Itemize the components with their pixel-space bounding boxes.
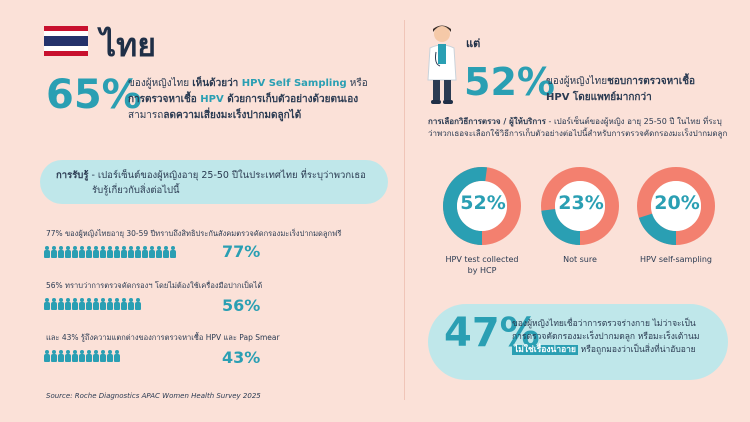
person-icon xyxy=(51,298,57,310)
people-row-77 xyxy=(44,246,176,258)
person-icon xyxy=(121,246,127,258)
person-icon xyxy=(79,246,85,258)
stat-52-value: 52% xyxy=(464,60,555,104)
person-icon xyxy=(114,246,120,258)
person-icon xyxy=(72,246,78,258)
person-icon xyxy=(65,350,71,362)
donut-hcp-label: HPV test collected by HCP xyxy=(445,255,519,275)
person-icon xyxy=(86,246,92,258)
person-icon xyxy=(142,246,148,258)
awareness-title: การรับรู้ xyxy=(56,170,89,181)
stat-77-text: 77% ของผู้หญิงไทยอายุ 30-59 ปีทราบถึงสิท… xyxy=(46,229,342,238)
stat-77-pct: 77% xyxy=(222,242,261,261)
donut-self-sampling-label: HPV self-sampling xyxy=(640,255,712,264)
stat-56-text: 56% ทราบว่าการตรวจคัดกรองฯ โดยไม่ต้องใช้… xyxy=(46,281,263,290)
donut-hcp xyxy=(443,167,521,245)
donut-value-arc xyxy=(637,167,715,245)
people-row-43 xyxy=(44,350,120,362)
person-icon xyxy=(58,350,64,362)
person-icon xyxy=(114,350,120,362)
person-icon xyxy=(100,350,106,362)
donut-center xyxy=(457,181,507,231)
donut-value-arc xyxy=(443,167,521,245)
person-icon xyxy=(149,246,155,258)
stat-43-text: และ 43% รู้ถึงความแตกต่างของการตรวจหาเชื… xyxy=(46,333,280,342)
person-icon xyxy=(44,298,50,310)
doctor-icon xyxy=(427,25,457,104)
person-icon xyxy=(128,246,134,258)
column-divider xyxy=(404,20,405,400)
stat-43-pct: 43% xyxy=(222,348,261,367)
stat-47-text: ของผู้หญิงไทยเชื่อว่าการตรวจร่างกาย ไม่ว… xyxy=(512,319,700,355)
choice-text: การเลือกวิธีการตรวจ / ผู้ให้บริการ - เปอ… xyxy=(428,117,728,138)
person-icon xyxy=(121,298,127,310)
person-icon xyxy=(107,350,113,362)
person-icon xyxy=(107,246,113,258)
person-icon xyxy=(51,350,57,362)
person-icon xyxy=(79,298,85,310)
highlight-badge: ไม่ใช่เรื่องน่าอาย xyxy=(512,345,578,355)
but-label: แต่ xyxy=(466,37,481,50)
stat-56-pct: 56% xyxy=(222,296,261,315)
person-icon xyxy=(107,298,113,310)
stat-52-text: ของผู้หญิงไทยชอบการตรวจหาเชื้อ HPV โดยแพ… xyxy=(546,76,696,103)
person-icon xyxy=(72,298,78,310)
donut-not-sure xyxy=(541,167,619,245)
person-icon xyxy=(163,246,169,258)
person-icon xyxy=(65,246,71,258)
person-icon xyxy=(58,246,64,258)
person-icon xyxy=(100,246,106,258)
person-icon xyxy=(100,298,106,310)
stat-65-text: ของผู้หญิงไทย เห็นด้วยว่า HPV Self Sampl… xyxy=(128,78,368,121)
person-icon xyxy=(156,246,162,258)
awareness-box: การรับรู้ - เปอร์เซ็นต์ของผู้หญิงอายุ 25… xyxy=(40,160,388,204)
donut-self-sampling xyxy=(637,167,715,245)
donut-self-sampling-pct: 20% xyxy=(654,192,700,214)
person-icon xyxy=(93,298,99,310)
person-icon xyxy=(114,298,120,310)
person-icon xyxy=(93,246,99,258)
source-note: Source: Roche Diagnostics APAC Women Hea… xyxy=(46,392,261,400)
person-icon xyxy=(86,350,92,362)
person-icon xyxy=(58,298,64,310)
person-icon xyxy=(65,298,71,310)
person-icon xyxy=(44,350,50,362)
person-icon xyxy=(44,246,50,258)
person-icon xyxy=(135,246,141,258)
donut-value-arc xyxy=(541,167,619,245)
person-icon xyxy=(86,298,92,310)
person-icon xyxy=(93,350,99,362)
donut-center xyxy=(555,181,605,231)
person-icon xyxy=(51,246,57,258)
donut-not-sure-label: Not sure xyxy=(563,255,597,264)
person-icon xyxy=(79,350,85,362)
donut-center xyxy=(651,181,701,231)
country-title: ไทย xyxy=(100,26,156,64)
person-icon xyxy=(135,298,141,310)
donut-not-sure-pct: 23% xyxy=(558,192,604,214)
person-icon xyxy=(128,298,134,310)
thailand-flag-icon xyxy=(44,26,88,56)
person-icon xyxy=(72,350,78,362)
stat-47-box xyxy=(428,304,728,380)
people-row-56 xyxy=(44,298,141,310)
donut-hcp-pct: 52% xyxy=(460,192,506,214)
stat-65-value: 65% xyxy=(46,72,142,118)
person-icon xyxy=(170,246,176,258)
